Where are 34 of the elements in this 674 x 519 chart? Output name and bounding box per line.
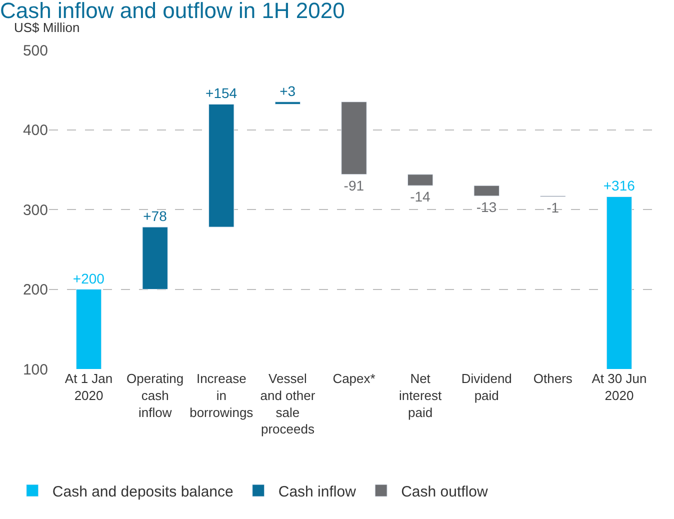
x-tick-label: Others: [533, 371, 573, 386]
data-label: -14: [410, 188, 431, 205]
y-tick-label: 100: [22, 361, 48, 378]
data-label: -13: [476, 198, 497, 215]
data-label: +316: [603, 178, 636, 194]
x-tick-label: Net interest paid: [398, 371, 442, 420]
bar: [407, 174, 434, 186]
data-label: +3: [280, 82, 296, 99]
x-tick-label: Capex*: [332, 371, 376, 386]
x-tick-label: At 1 Jan 2020: [64, 371, 113, 403]
y-tick-label: 500: [22, 42, 48, 60]
x-tick-label: Increase in borrowings: [190, 371, 254, 420]
data-label: +78: [143, 208, 168, 224]
bar: [274, 102, 301, 104]
bar: [208, 104, 234, 228]
data-label: -91: [344, 177, 364, 194]
x-tick-label: At 30 Jun 2020: [592, 371, 647, 403]
data-label: +154: [206, 85, 238, 102]
bar: [474, 185, 500, 196]
legend-label: Cash outflow: [401, 483, 488, 500]
legend-label: Cash inflow: [278, 483, 356, 500]
legend-label: Cash and deposits balance: [52, 483, 234, 500]
bar: [341, 102, 367, 175]
data-label: +200: [72, 270, 105, 286]
y-axis-title: US$ Million: [14, 20, 80, 35]
chart-title: Cash inflow and outflow in 1H 2020: [0, 0, 345, 23]
y-tick-label: 200: [22, 282, 48, 298]
x-tick-label: Vessel and other sale proceeds: [260, 371, 316, 437]
bar: [142, 226, 168, 290]
x-tick-label: Dividend paid: [461, 371, 512, 403]
y-tick-label: 400: [22, 122, 48, 139]
data-label: -1: [546, 200, 560, 216]
y-tick-label: 300: [22, 202, 48, 219]
x-tick-label: Operating cash inflow: [126, 371, 184, 420]
